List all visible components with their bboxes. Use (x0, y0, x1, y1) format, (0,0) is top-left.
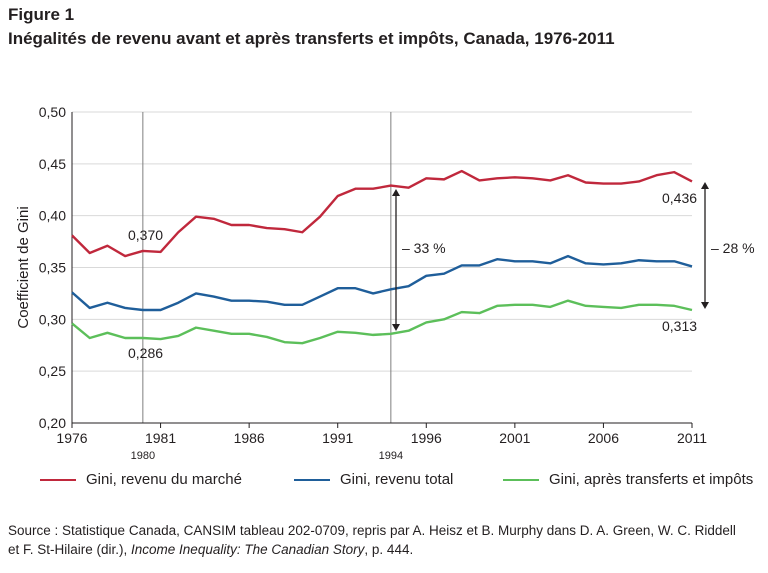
annotation-change-1994: – 33 % (402, 240, 446, 256)
y-tick-label: 0,35 (39, 260, 66, 276)
legend-item-market: Gini, revenu du marché (40, 471, 242, 491)
x-tick-label: 2006 (588, 430, 619, 446)
x-tick-label: 2001 (499, 430, 530, 446)
figure-label: Figure 1 (8, 5, 75, 24)
legend-swatch-total (294, 479, 330, 482)
series-line-market (71, 169, 693, 258)
y-tick-label: 0,20 (39, 415, 66, 431)
source-text: Source : Statistique Canada, CANSIM tabl… (8, 523, 736, 557)
arrow-1994-head-bottom (392, 324, 400, 331)
arrow-2011-head-bottom (701, 302, 709, 309)
annotation-market-1980: 0,370 (128, 227, 163, 243)
source-note: Source : Statistique Canada, CANSIM tabl… (8, 521, 748, 559)
x-tick-label: 1996 (411, 430, 442, 446)
annotation-after-1980: 0,286 (128, 345, 163, 361)
y-tick-label: 0,45 (39, 156, 66, 172)
legend-label-market: Gini, revenu du marché (86, 471, 242, 488)
legend-swatch-after-tax (503, 479, 539, 482)
x-tick-label: 1981 (145, 430, 176, 446)
arrow-1994-head-top (392, 189, 400, 196)
chart-title: Inégalités de revenu avant et après tran… (8, 29, 615, 48)
x-tick-label: 2011 (677, 430, 707, 446)
annotation-after-2011: 0,313 (662, 318, 697, 334)
y-tick-label: 0,30 (39, 311, 66, 327)
series-line-after-tax (71, 299, 693, 345)
x-tick-label: 1976 (56, 430, 87, 446)
annotation-market-2011: 0,436 (662, 190, 697, 206)
legend-label-total: Gini, revenu total (340, 471, 454, 488)
y-tick-label: 0,40 (39, 208, 66, 224)
y-axis-label: Coefficient de Gini (15, 206, 32, 328)
x-tick-label: 1986 (234, 430, 265, 446)
legend-item-total: Gini, revenu total (294, 471, 453, 491)
source-page: , p. 444. (364, 542, 414, 557)
annotation-change-2011: – 28 % (711, 240, 755, 256)
legend-item-after-tax: Gini, après transferts et impôts (503, 471, 753, 491)
legend-label-after-tax: Gini, après transferts et impôts (549, 471, 754, 488)
y-tick-label: 0,25 (39, 363, 66, 379)
reference-line-label: 1980 (131, 450, 155, 462)
series-line-total (71, 254, 693, 312)
x-tick-label: 1991 (322, 430, 353, 446)
arrow-2011-head-top (701, 182, 709, 189)
y-tick-label: 0,50 (39, 104, 66, 120)
source-book-title: Income Inequality: The Canadian Story (131, 542, 365, 557)
legend-swatch-market (40, 479, 76, 482)
reference-line-label: 1994 (379, 450, 403, 462)
